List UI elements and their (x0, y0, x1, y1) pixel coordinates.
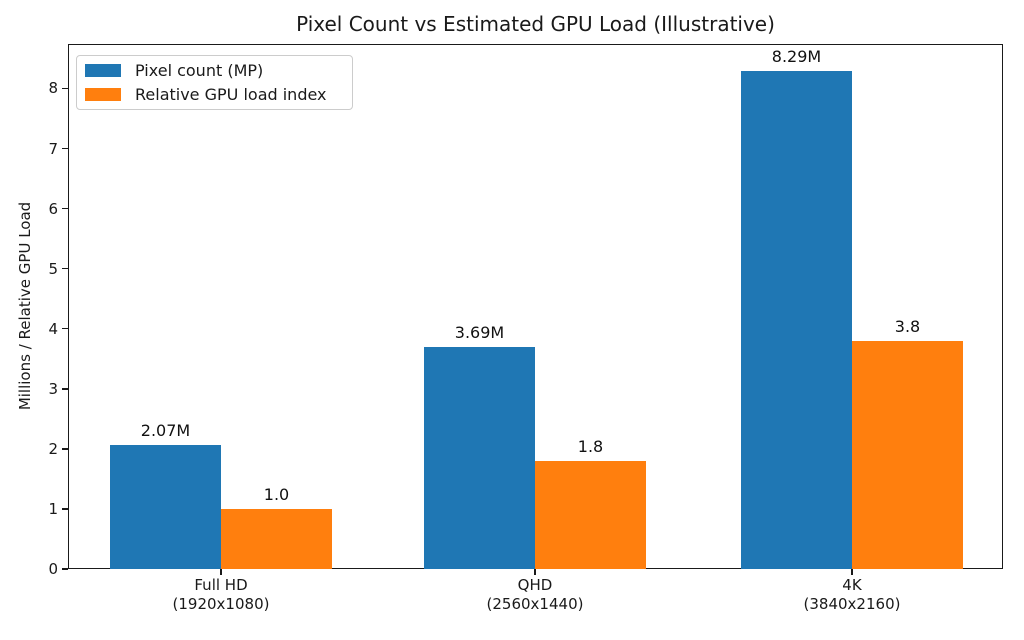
y-tick-mark-3 (62, 388, 68, 390)
relative-gpu-load-index-bar-qhd-value: 1.8 (577, 436, 604, 456)
y-tick-mark-8 (62, 87, 68, 90)
y-tick-label-6: 6 (48, 199, 58, 218)
y-tick-mark-1 (62, 508, 68, 510)
y-tick-label-4: 4 (48, 319, 58, 338)
y-tick-label-8: 8 (48, 79, 58, 98)
y-tick-label-7: 7 (48, 139, 58, 158)
pixel-count-mp-bar-qhd (424, 347, 535, 569)
pixel-count-mp-bar-4k (741, 71, 852, 569)
y-tick-mark-7 (62, 147, 68, 150)
y-tick-label-3: 3 (48, 379, 58, 398)
x-tick-label-qhd: QHD (2560x1440) (486, 576, 584, 613)
y-tick-label-5: 5 (48, 259, 58, 278)
legend-item-pixel-count: Pixel count (MP) (85, 60, 352, 80)
y-tick-mark-2 (62, 448, 68, 450)
y-tick-label-1: 1 (48, 499, 58, 518)
pixel-count-mp-bar-qhd-value: 3.69M (454, 323, 505, 343)
legend-swatch-gpu-load (85, 88, 121, 101)
x-tick-mark-full-hd (220, 569, 222, 575)
relative-gpu-load-index-bar-full-hd-value: 1.0 (263, 484, 290, 504)
relative-gpu-load-index-bar-full-hd (221, 508, 332, 569)
pixel-count-mp-bar-full-hd (110, 444, 221, 569)
y-tick-label-0: 0 (48, 560, 58, 578)
legend-label-gpu-load: Relative GPU load index (135, 84, 327, 104)
relative-gpu-load-index-bar-qhd (535, 460, 646, 569)
y-tick-label-2: 2 (48, 439, 58, 458)
relative-gpu-load-index-bar-4k-value: 3.8 (894, 316, 921, 336)
y-tick-mark-5 (62, 267, 68, 270)
x-tick-label-full-hd: Full HD (1920x1080) (172, 576, 270, 613)
pixel-count-mp-bar-full-hd-value: 2.07M (140, 420, 191, 440)
relative-gpu-load-index-bar-4k (852, 340, 963, 569)
legend: Pixel count (MP) Relative GPU load index (76, 55, 353, 110)
legend-item-gpu-load: Relative GPU load index (85, 84, 352, 104)
chart-title: Pixel Count vs Estimated GPU Load (Illus… (296, 12, 775, 36)
pixel-count-mp-bar-4k-value: 8.29M (771, 47, 822, 67)
x-tick-label-4k: 4K (3840x2160) (803, 576, 901, 613)
x-tick-mark-qhd (534, 569, 536, 575)
y-tick-mark-0 (62, 568, 68, 570)
y-tick-mark-4 (62, 327, 68, 330)
y-tick-mark-6 (62, 207, 68, 210)
x-tick-mark-4k (851, 569, 853, 575)
legend-label-pixel-count: Pixel count (MP) (135, 60, 264, 80)
legend-swatch-pixel-count (85, 64, 121, 77)
